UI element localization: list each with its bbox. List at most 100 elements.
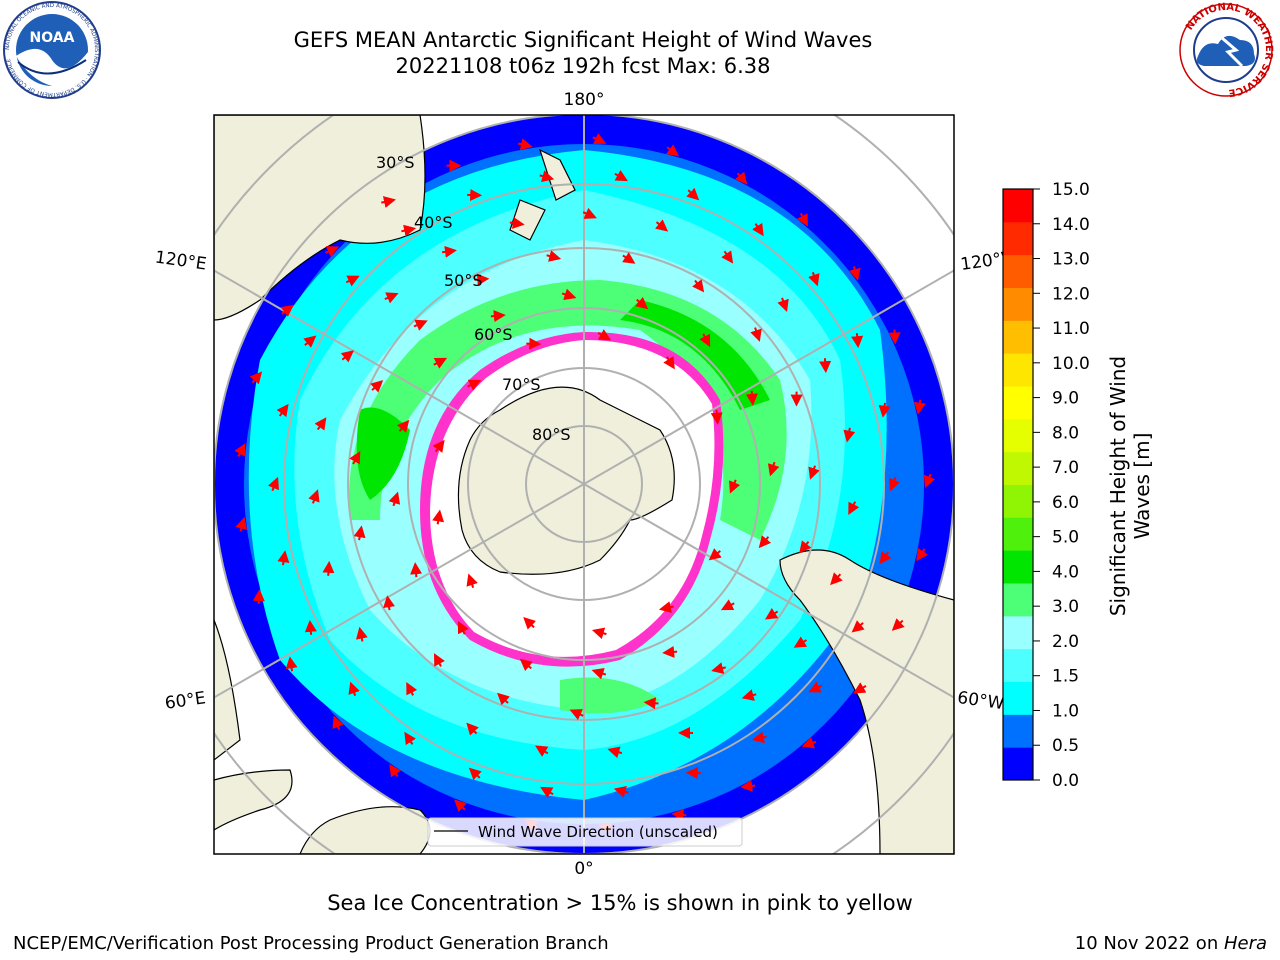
- wind-wave-arrow: [662, 645, 678, 658]
- colorbar-segment: [1003, 583, 1033, 617]
- colorbar-tick-label: 11.0: [1052, 319, 1090, 339]
- wind-wave-arrow: [741, 689, 757, 701]
- colorbar-segment: [1003, 320, 1033, 354]
- wind-wave-arrow: [671, 809, 687, 821]
- wind-wave-arrow: [916, 547, 928, 562]
- colorbar-tick-label: 13.0: [1052, 250, 1090, 270]
- wind-wave-arrow: [348, 681, 360, 697]
- wind-wave-arrow: [801, 737, 817, 749]
- colorbar-tick-label: 9.0: [1052, 389, 1079, 409]
- lat-label-40s: 40°S: [414, 213, 453, 232]
- colorbar-segment: [1003, 353, 1033, 387]
- wind-wave-arrow: [734, 171, 748, 185]
- antarctica-landmass: [457, 386, 675, 575]
- machine-name: Hera: [1223, 933, 1267, 954]
- colorbar-tick-label: 6.0: [1052, 493, 1079, 513]
- wind-wave-arrow: [304, 619, 317, 635]
- lon-label-60e: 60°E: [164, 688, 207, 713]
- colorbar-tick-label: 1.5: [1052, 667, 1079, 687]
- chart-subtitle: 20221108 t06z 192h fcst Max: 6.38: [395, 54, 771, 78]
- wind-wave-arrow: [613, 786, 629, 798]
- colorbar-tick-label: 2.0: [1052, 632, 1079, 652]
- wind-wave-arrow: [569, 709, 584, 721]
- lat-label-70s: 70°S: [502, 375, 541, 394]
- colorbar-tick-label: 7.0: [1052, 458, 1079, 478]
- wind-wave-arrow: [830, 572, 843, 586]
- wind-wave-arrow: [353, 525, 366, 541]
- lat-label-60s: 60°S: [474, 325, 513, 344]
- colorbar-label: Significant Height of Wind Waves [m]: [1106, 355, 1154, 617]
- wind-wave-arrow: [396, 419, 410, 433]
- wind-wave-arrow: [322, 560, 335, 576]
- wind-wave-arrow: [686, 187, 700, 201]
- wind-wave-arrow: [582, 207, 597, 219]
- date-text: 10 Nov 2022 on: [1074, 933, 1224, 954]
- wind-wave-arrow: [710, 409, 723, 425]
- wind-wave-arrows: [234, 133, 936, 835]
- wind-wave-arrow: [249, 371, 263, 385]
- colorbar-tick-label: 0.0: [1052, 771, 1079, 790]
- wind-wave-arrow: [325, 246, 340, 258]
- colorbar-segment: [1003, 648, 1033, 682]
- wind-wave-arrow: [665, 144, 680, 157]
- colorbar-tick-label: 10.0: [1052, 354, 1090, 374]
- wind-wave-arrow: [285, 656, 298, 672]
- wind-wave-arrow: [441, 245, 457, 258]
- wind-wave-arrow: [474, 273, 490, 286]
- wind-wave-arrow: [413, 319, 428, 331]
- wind-wave-arrow: [614, 169, 628, 182]
- credit-text: NCEP/EMC/Verification Post Processing Pr…: [13, 933, 609, 954]
- wind-wave-arrow: [349, 450, 361, 465]
- wind-wave-arrow: [466, 573, 478, 589]
- wind-wave-arrow: [808, 465, 820, 480]
- wind-wave-arrow: [819, 358, 832, 374]
- wind-wave-arrow: [913, 399, 926, 415]
- wind-wave-arrow: [433, 357, 448, 369]
- wind-wave-arrow: [457, 620, 469, 635]
- colorbar-tick-label: 8.0: [1052, 423, 1079, 443]
- wind-wave-arrow: [308, 489, 320, 504]
- wind-wave-arrow: [591, 667, 607, 680]
- nws-logo: NATIONAL WEATHER SERVICE: [1179, 2, 1274, 98]
- wind-wave-arrow: [764, 608, 779, 620]
- wind-wave-arrow: [729, 479, 741, 494]
- wind-wave-arrow: [591, 627, 607, 640]
- wind-wave-arrow: [401, 224, 417, 237]
- wind-wave-arrow: [535, 745, 549, 757]
- lon-label-180: 180°: [564, 90, 605, 110]
- wind-wave-arrow: [607, 746, 623, 759]
- wind-wave-arrow: [497, 692, 510, 706]
- wind-wave-arrow: [622, 252, 636, 264]
- colorbar-segment: [1003, 550, 1033, 584]
- wind-wave-arrow: [384, 292, 399, 304]
- wind-wave-arrow: [345, 275, 360, 287]
- wind-wave-arrow: [332, 715, 344, 730]
- colorbar-tick-label: 3.0: [1052, 597, 1079, 617]
- colorbar-segment: [1003, 714, 1033, 748]
- colorbar: 15.0 14.0 13.0 12.0 11.0 10.0 9.0 8.0 7.0 6.0 5.0 4…: [1002, 180, 1090, 790]
- wind-wave-arrow: [878, 402, 891, 418]
- wind-wave-arrow: [235, 516, 248, 532]
- colorbar-tick-label: 15.0: [1052, 180, 1090, 200]
- wind-wave-arrow: [891, 618, 905, 631]
- wind-wave-arrow: [655, 219, 669, 232]
- legend-label: Wind Wave Direction (unscaled): [478, 823, 718, 841]
- wind-wave-arrow: [777, 297, 789, 313]
- wind-wave-arrow: [808, 271, 820, 287]
- wind-wave-arrow: [468, 767, 482, 781]
- colorbar-segment: [1003, 517, 1033, 551]
- wind-wave-arrow: [699, 333, 711, 348]
- wind-wave-arrow: [539, 170, 555, 182]
- lat-label-30s: 30°S: [376, 153, 415, 172]
- wind-wave-arrow: [540, 786, 554, 799]
- wind-wave-arrow: [658, 601, 674, 614]
- australia-landmass: [214, 115, 426, 321]
- wind-wave-arrow: [519, 658, 533, 672]
- wind-wave-arrow: [848, 266, 861, 281]
- south-america-landmass: [779, 549, 954, 854]
- wind-wave-arrow: [721, 250, 734, 264]
- wind-wave-arrow: [923, 473, 936, 489]
- wind-wave-arrow: [635, 296, 649, 310]
- wind-wave-arrow: [793, 636, 808, 648]
